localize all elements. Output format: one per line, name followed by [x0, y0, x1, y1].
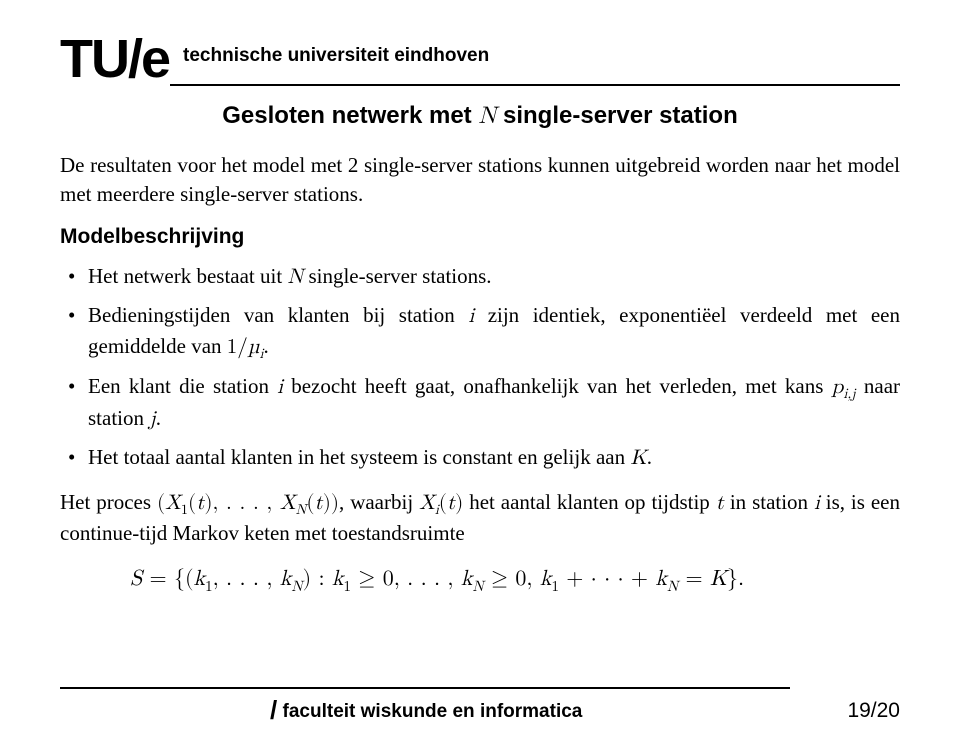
bullet-1-pre: Het netwerk bestaat uit: [88, 264, 287, 288]
eq-K: K: [710, 568, 727, 590]
header-rule: [170, 84, 900, 86]
eq-geq1: ≥ 0, . . . ,: [351, 568, 461, 590]
eq-geq2: ≥ 0,: [484, 568, 540, 590]
eq-plus: + · · · +: [559, 568, 655, 590]
bullet-2-mu: µ: [248, 337, 260, 358]
closing-mid3: in station: [724, 490, 814, 514]
bullet-3-pre: Een klant die station: [88, 374, 277, 398]
bullet-2-oneover: 1/: [227, 337, 248, 358]
slide-title: Gesloten netwerk met N single-server sta…: [60, 102, 900, 131]
bullet-2-pre: Bedieningstijden van klanten bij station: [88, 303, 468, 327]
bullet-2-post: .: [263, 334, 268, 358]
footer-rule: [60, 687, 790, 689]
closing-XN-sub: N: [296, 502, 307, 517]
closing-Xi-sub: i: [435, 502, 439, 517]
bullet-list: Het netwerk bestaat uit N single-server …: [60, 262, 900, 474]
title-var-n: N: [478, 104, 496, 128]
header: TU/e technische universiteit eindhoven: [60, 28, 900, 86]
eq-brace: }.: [727, 568, 744, 590]
closing-var-t: t: [716, 493, 724, 514]
bullet-1-var: N: [287, 267, 303, 288]
footer: / faculteit wiskunde en informatica 19/2…: [60, 687, 900, 724]
footer-faculty: / faculteit wiskunde en informatica: [60, 693, 582, 724]
page-number: 19/20: [847, 699, 900, 723]
eq-k1c: k: [540, 568, 552, 590]
eq-k1b: k: [332, 568, 344, 590]
closing-X1-sub: 1: [181, 502, 188, 517]
bullet-3-p: p: [832, 377, 844, 398]
bullet-4-pre: Het totaal aantal klanten in het systeem…: [88, 445, 630, 469]
closing-Xi: X: [419, 493, 435, 514]
closing-pre: Het proces: [60, 490, 157, 514]
bullet-2: Bedieningstijden van klanten bij station…: [60, 301, 900, 364]
eq-S: S: [130, 568, 142, 590]
eq-eq: = {(: [142, 568, 193, 590]
bullet-3-post: .: [156, 406, 161, 430]
footer-slash: /: [270, 695, 277, 725]
closing-mid1: , waarbij: [339, 490, 419, 514]
closing-tN: t: [315, 493, 323, 514]
eq-kNb-sub: N: [472, 579, 483, 594]
eq-k1b-sub: 1: [344, 579, 351, 594]
intro-paragraph: De resultaten voor het model met 2 singl…: [60, 151, 900, 209]
title-suffix: single-server station: [496, 102, 737, 129]
bullet-3: Een klant die station i bezocht heeft ga…: [60, 372, 900, 435]
eq-kN-sub: N: [291, 579, 302, 594]
bullet-2-mu-sub: i: [259, 346, 263, 361]
closing-dots: , . . . ,: [213, 493, 280, 514]
eq-kN: k: [280, 568, 292, 590]
bullet-4-post: .: [647, 445, 652, 469]
logo: TU/e: [60, 28, 169, 90]
eq-kNc: k: [655, 568, 667, 590]
eq-eqK: =: [678, 568, 710, 590]
display-equation: S = {(k1, . . . , kN) : k1 ≥ 0, . . . , …: [60, 564, 900, 597]
closing-X1: X: [165, 493, 181, 514]
eq-k1-sub: 1: [205, 579, 212, 594]
bullet-4-K: K: [630, 448, 646, 469]
closing-close: ): [331, 493, 339, 514]
title-prefix: Gesloten netwerk met: [222, 102, 478, 129]
eq-k1c-sub: 1: [551, 579, 558, 594]
section-heading: Modelbeschrijving: [60, 223, 900, 252]
closing-paragraph: Het proces (X1(t), . . . , XN(t)), waarb…: [60, 488, 900, 549]
closing-open: (: [157, 493, 165, 514]
closing-XN: X: [280, 493, 296, 514]
university-tagline: technische universiteit eindhoven: [183, 45, 489, 73]
closing-mid2: het aantal klanten op tijdstip: [463, 490, 715, 514]
closing-ti: t: [447, 493, 455, 514]
eq-mid: ) :: [303, 568, 332, 590]
eq-k1: k: [194, 568, 206, 590]
eq-dots1: , . . . ,: [213, 568, 280, 590]
content: De resultaten voor het model met 2 singl…: [60, 151, 900, 597]
eq-kNc-sub: N: [667, 579, 678, 594]
bullet-4: Het totaal aantal klanten in het systeem…: [60, 443, 900, 474]
bullet-3-p-sub: i,j: [843, 386, 855, 401]
bullet-1-post: single-server stations.: [303, 264, 491, 288]
footer-faculty-text: faculteit wiskunde en informatica: [283, 701, 583, 722]
bullet-1: Het netwerk bestaat uit N single-server …: [60, 262, 900, 293]
eq-kNb: k: [461, 568, 473, 590]
bullet-3-mid1: bezocht heeft gaat, onafhankelijk van he…: [283, 374, 832, 398]
